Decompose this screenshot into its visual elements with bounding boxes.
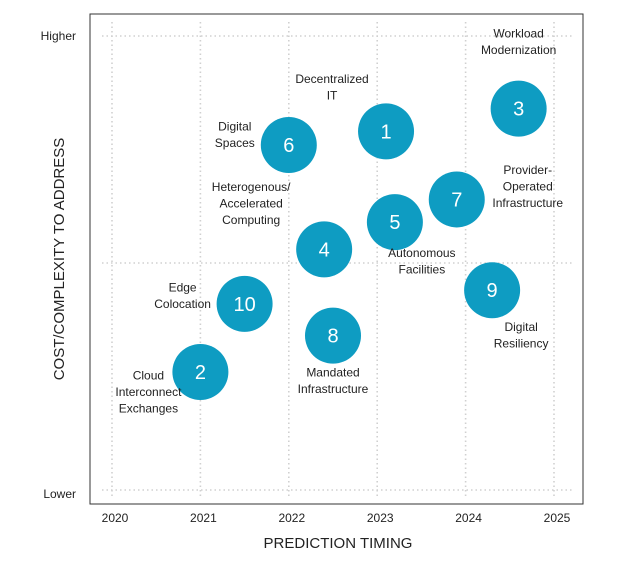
point-label: Workload Modernization [481, 26, 556, 57]
point-label: Mandated Infrastructure [298, 365, 369, 396]
point-label-line: Mandated [306, 365, 359, 379]
x-tick-label: 2025 [544, 511, 571, 525]
point-label-line: Edge [169, 281, 197, 295]
point-label: Digital Resiliency [494, 320, 549, 351]
point-label-line: Modernization [481, 43, 556, 57]
data-point-1: 1 Decentralized IT [295, 72, 415, 160]
point-number: 4 [319, 239, 330, 261]
y-tick-higher: Higher [41, 29, 76, 43]
point-label-line: Exchanges [119, 401, 178, 415]
point-label-line: Autonomous [388, 246, 455, 260]
x-tick-label: 2022 [278, 511, 305, 525]
point-number: 9 [487, 280, 498, 302]
data-point-2: 2 Cloud Interconnect Exchanges [115, 343, 229, 415]
grid [102, 22, 574, 498]
point-label-line: Provider- [503, 163, 552, 177]
point-label-line: IT [327, 89, 338, 103]
point-label: Edge Colocation [154, 281, 211, 312]
point-marker [296, 221, 353, 278]
point-label-line: Facilities [399, 262, 446, 276]
point-label-line: Decentralized [295, 72, 368, 86]
point-marker [490, 80, 547, 137]
point-label-line: Cloud [133, 368, 164, 382]
x-tick-labels: 2020 2021 2022 2023 2024 2025 [102, 511, 571, 525]
point-number: 7 [451, 189, 462, 211]
y-tick-lower: Lower [43, 487, 76, 501]
x-tick-label: 2020 [102, 511, 129, 525]
data-point-10: 10 Edge Colocation [154, 275, 273, 332]
point-label: Autonomous Facilities [388, 246, 455, 277]
point-marker [216, 275, 273, 332]
data-point-7: 7 Provider- Operated Infrastructure [428, 163, 563, 228]
point-marker [305, 307, 361, 364]
point-label-line: Heterogenous/ [212, 180, 291, 194]
data-point-8: 8 Mandated Infrastructure [298, 307, 369, 396]
point-number: 10 [233, 294, 255, 316]
data-point-3: 3 Workload Modernization [481, 26, 556, 137]
y-axis-title: COST/COMPLEXITY TO ADDRESS [51, 138, 68, 381]
point-label-line: Infrastructure [298, 382, 369, 396]
point-label-line: Accelerated [219, 196, 282, 210]
point-marker [172, 343, 229, 400]
point-marker [260, 116, 317, 173]
data-point-6: 6 Digital Spaces [215, 116, 317, 173]
point-number: 6 [283, 135, 294, 157]
point-marker [464, 262, 521, 319]
point-label: Decentralized IT [295, 72, 368, 103]
point-label-line: Resiliency [494, 336, 549, 350]
point-marker [428, 171, 485, 228]
point-number: 3 [513, 99, 524, 121]
point-marker [358, 103, 415, 160]
x-tick-label: 2024 [455, 511, 482, 525]
point-label: Provider- Operated Infrastructure [492, 163, 563, 210]
point-marker [366, 194, 423, 251]
point-label-line: Operated [503, 179, 553, 193]
point-number: 2 [195, 362, 206, 384]
point-label: Heterogenous/Accelerated Computing [212, 180, 291, 227]
point-label-line: Computing [222, 213, 280, 227]
point-number: 1 [380, 121, 391, 143]
point-label-line: Digital [504, 320, 537, 334]
point-label-line: Infrastructure [492, 196, 563, 210]
point-label-line: Digital [218, 120, 251, 134]
point-label: Digital Spaces [215, 120, 255, 151]
point-label: Cloud Interconnect Exchanges [115, 368, 182, 415]
data-point-9: 9 Digital Resiliency [464, 262, 548, 350]
x-tick-label: 2021 [190, 511, 217, 525]
point-label-line: Spaces [215, 136, 255, 150]
data-points: 1 Decentralized IT 2 Cloud Interconnect Exchan… [115, 26, 563, 415]
data-point-5: 5 Autonomous Facilities [366, 194, 456, 277]
data-point-4: 4 Heterogenous/Accelerated Computing [212, 180, 353, 278]
point-label-line: Workload [493, 26, 543, 40]
point-label-line: Colocation [154, 297, 211, 311]
x-tick-label: 2023 [367, 511, 394, 525]
x-axis-title: PREDICTION TIMING [264, 535, 413, 552]
point-number: 5 [389, 212, 400, 234]
point-number: 8 [327, 326, 338, 348]
point-label-line: Interconnect [115, 385, 182, 399]
